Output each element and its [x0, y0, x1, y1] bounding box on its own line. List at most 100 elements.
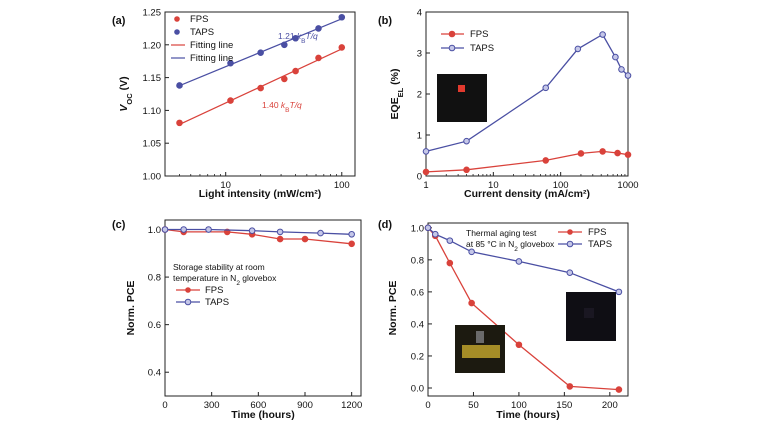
point-d-fps-4	[515, 341, 523, 349]
point-a-taps-2	[257, 49, 264, 56]
panel-c-label: (c)	[112, 219, 126, 231]
annot-fps-sub: B	[285, 107, 289, 114]
ytick-label-d-2: 0.4	[411, 319, 424, 330]
point-a-taps-3	[281, 41, 288, 49]
panel-c-ylabel: Norm. PCE	[125, 281, 137, 336]
panel-b-ylabel-sub: EL	[396, 87, 405, 97]
xtick-label-d-0: 0	[425, 400, 430, 411]
panel-a-annotation-fps: 1.40 kBT/q	[262, 100, 302, 114]
xtick-label-b-1: 10	[488, 180, 499, 191]
panel-d-marks	[424, 224, 623, 393]
inset-fps-clip	[476, 331, 484, 343]
legend-b-taps-marker	[448, 44, 456, 52]
point-d-fps-2	[446, 259, 454, 267]
panel-d-xlabel: Time (hours)	[496, 409, 559, 421]
panel-b-ylabel: EQEEL (%)	[389, 68, 405, 119]
point-c-fps-5	[301, 235, 309, 243]
annot-taps-sub: B	[301, 38, 305, 45]
note-c-sub: 2	[236, 280, 240, 287]
panel-d-note-line2: at 85 °C in N2 glovebox	[466, 239, 555, 253]
panel-d-label: (d)	[378, 219, 392, 231]
point-d-taps-1	[431, 230, 439, 238]
panel-a-ylabel-main: V	[118, 104, 130, 112]
legend-taps-label: TAPS	[190, 27, 214, 38]
point-c-taps-0	[161, 226, 169, 233]
xtick-label-b-0: 1	[423, 180, 428, 191]
point-c-fps-6	[348, 240, 355, 248]
point-d-taps-5	[566, 269, 574, 276]
annot-fps-k: k	[281, 100, 286, 110]
ytick-label-b-2: 2	[417, 90, 422, 101]
legend-c-taps-label: TAPS	[205, 297, 229, 308]
point-a-taps-0	[176, 82, 183, 89]
xtick-label-b-3: 1000	[617, 180, 638, 191]
panel-c: (c) 0 300 600 900 1200 0.4 0.6 0.8 1.0 Time (hou…	[112, 219, 362, 421]
ytick-label-d-1: 0.2	[411, 351, 424, 362]
xtick-label-c-0: 0	[162, 400, 167, 411]
ytick-label-a-1: 1.05	[143, 139, 162, 150]
panel-c-marks	[161, 226, 355, 248]
legend-d-taps-marker	[566, 240, 574, 248]
legend-b-fps-marker	[448, 30, 456, 38]
inset-fps-film-stripe	[462, 345, 500, 358]
ytick-label-b-0: 0	[417, 172, 422, 183]
panel-a-ylabel-unit: (V)	[118, 76, 130, 93]
note-c-pre: temperature in N	[173, 273, 236, 283]
panel-d-ylabel: Norm. PCE	[387, 281, 399, 336]
legend-fps-fit-label: Fitting line	[190, 40, 233, 51]
legend-c-taps-marker	[184, 298, 192, 306]
panel-b-ylabel-main: EQE	[389, 97, 401, 119]
ytick-label-a-0: 1.00	[143, 172, 162, 183]
point-d-fps-5	[566, 383, 574, 390]
annot-taps-pre: 1.21	[278, 31, 297, 41]
panel-d-inset-photo-taps	[566, 292, 616, 341]
point-a-taps-5	[315, 25, 322, 32]
panel-d-inset-photo-fps	[455, 325, 505, 373]
point-d-fps-6	[615, 386, 623, 393]
point-b-fps-3	[577, 150, 585, 157]
point-a-fps-3	[281, 75, 288, 83]
series-line-b-fps	[425, 150, 629, 173]
ytick-label-a-5: 1.25	[143, 8, 162, 19]
point-a-fps-0	[176, 119, 183, 127]
legend-taps-marker	[174, 29, 180, 35]
annot-taps-post: T/q	[306, 31, 319, 41]
point-b-taps-0	[422, 148, 430, 155]
panel-a-label: (a)	[112, 15, 126, 27]
point-b-fps-2	[542, 157, 550, 164]
panel-b-label: (b)	[378, 15, 392, 27]
point-a-fps-4	[292, 67, 299, 75]
xtick-label-a-0: 10	[220, 180, 231, 191]
xtick-label-a-1: 100	[334, 180, 350, 191]
panel-b-xlabel: Current density (mA/cm²)	[464, 188, 590, 200]
panel-b-ylabel-unit: (%)	[389, 68, 401, 87]
panel-c-xlabel: Time (hours)	[231, 409, 294, 421]
point-d-fps-3	[468, 299, 475, 307]
panel-c-legend: FPS TAPS	[176, 285, 229, 308]
point-a-fps-2	[257, 84, 264, 92]
point-c-fps-4	[276, 235, 284, 243]
xtick-label-c-1: 300	[204, 400, 220, 411]
ytick-label-c-1: 0.6	[148, 320, 161, 331]
point-a-fps-5	[315, 54, 322, 62]
note-c-post: glovebox	[240, 273, 277, 283]
ytick-label-b-3: 3	[417, 49, 422, 60]
ytick-label-a-3: 1.15	[143, 73, 162, 84]
point-c-taps-1	[180, 226, 187, 233]
xtick-label-c-4: 1200	[341, 400, 362, 411]
point-b-taps-2	[542, 84, 550, 92]
legend-c-fps-marker	[185, 287, 191, 293]
panel-c-frame	[164, 219, 362, 397]
ytick-label-d-5: 1.0	[411, 223, 424, 234]
ytick-label-b-4: 4	[417, 8, 422, 19]
panel-a-annotation-taps: 1.21 kBT/q	[278, 31, 318, 45]
point-c-taps-3	[248, 227, 256, 235]
point-b-taps-4	[599, 31, 606, 38]
annot-taps-k: k	[297, 31, 302, 41]
annot-fps-post: T/q	[290, 100, 303, 110]
ytick-label-a-2: 1.10	[143, 106, 162, 117]
point-b-taps-1	[463, 137, 470, 145]
point-b-fps-6	[624, 151, 632, 158]
